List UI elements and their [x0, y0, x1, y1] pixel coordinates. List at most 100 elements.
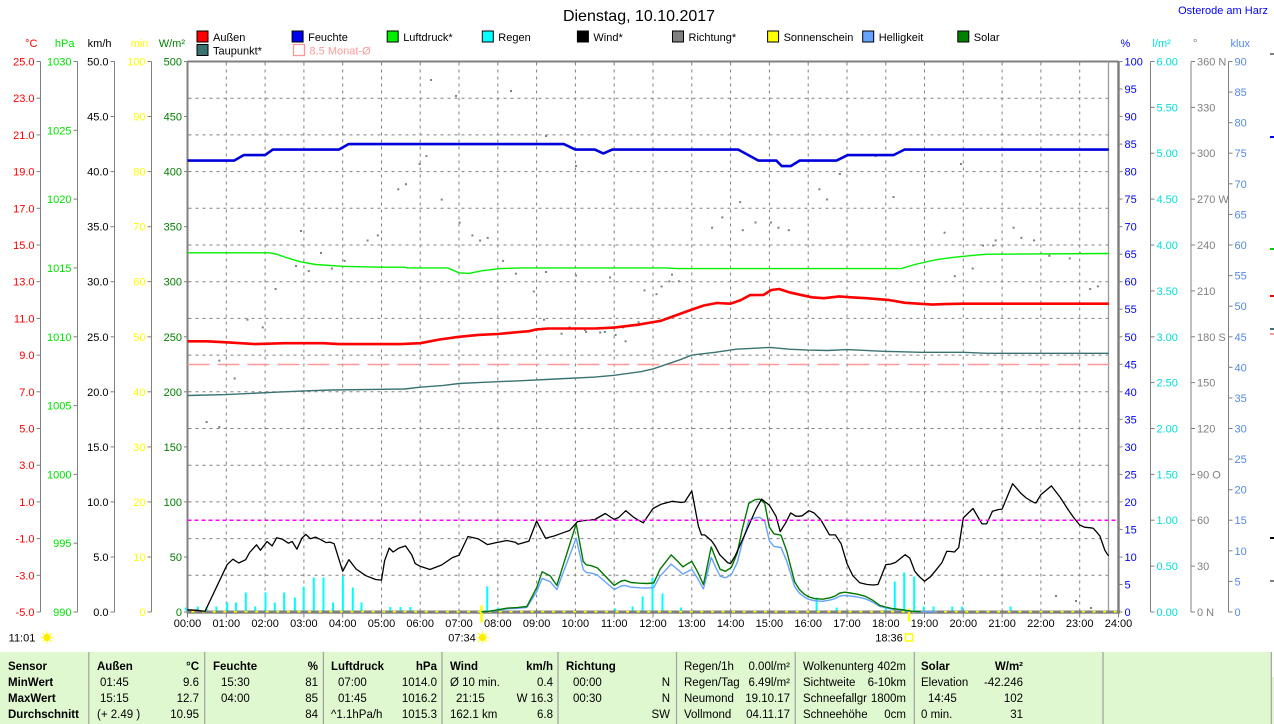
svg-text:1000: 1000 [47, 469, 71, 481]
svg-text:100: 100 [164, 497, 182, 509]
svg-text:60: 60 [1125, 277, 1137, 289]
svg-text:30.0: 30.0 [87, 277, 108, 289]
svg-text:19.10.17: 19.10.17 [745, 693, 790, 705]
svg-text:13.0: 13.0 [13, 277, 34, 289]
svg-text:Sonnenschein: Sonnenschein [784, 32, 854, 44]
svg-text:990: 990 [53, 607, 71, 619]
svg-text:60: 60 [133, 277, 145, 289]
svg-text:5.00: 5.00 [1157, 148, 1178, 160]
svg-text:4.50: 4.50 [1157, 194, 1178, 206]
svg-text:00:00: 00:00 [573, 677, 602, 689]
svg-text:Elevation: Elevation [921, 677, 968, 689]
svg-text:240: 240 [1197, 240, 1215, 252]
svg-text:20: 20 [133, 497, 145, 509]
svg-text:06:00: 06:00 [406, 618, 434, 630]
svg-text:Feuchte: Feuchte [308, 32, 348, 44]
svg-text:W 16.3: W 16.3 [517, 693, 553, 705]
svg-text:12.7: 12.7 [177, 693, 199, 705]
svg-text:25: 25 [1235, 454, 1247, 466]
svg-text:80: 80 [133, 167, 145, 179]
svg-text:80: 80 [1235, 118, 1247, 130]
svg-text:07:00: 07:00 [338, 677, 367, 689]
svg-text:-1.0: -1.0 [16, 534, 35, 546]
svg-text:hPa: hPa [55, 38, 75, 50]
svg-text:MaxWert: MaxWert [8, 693, 56, 705]
svg-text:90 O: 90 O [1197, 469, 1221, 481]
svg-text:12:00: 12:00 [639, 618, 667, 630]
svg-text:45.0: 45.0 [87, 112, 108, 124]
svg-text:25: 25 [1125, 469, 1137, 481]
svg-text:11:00: 11:00 [601, 618, 628, 630]
svg-text:SW: SW [651, 709, 670, 721]
svg-text:180 S: 180 S [1197, 332, 1226, 344]
svg-text:0cm: 0cm [884, 709, 906, 721]
svg-text:400: 400 [164, 167, 182, 179]
svg-text:270 W: 270 W [1197, 194, 1229, 206]
svg-text:1.0: 1.0 [19, 497, 34, 509]
svg-text:35: 35 [1125, 414, 1137, 426]
svg-text:25.0: 25.0 [87, 332, 108, 344]
svg-text:150: 150 [164, 442, 182, 454]
svg-text:Luftdruck*: Luftdruck* [403, 32, 453, 44]
svg-text:10.95: 10.95 [170, 709, 199, 721]
svg-text:1005: 1005 [47, 401, 71, 413]
svg-text:45: 45 [1235, 332, 1247, 344]
svg-text:04.11.17: 04.11.17 [746, 709, 790, 721]
svg-text:75: 75 [1125, 194, 1137, 206]
svg-text:360 N: 360 N [1197, 57, 1226, 69]
svg-text:0: 0 [1125, 607, 1131, 619]
svg-text:50: 50 [1125, 332, 1137, 344]
svg-text:19:00: 19:00 [911, 618, 939, 630]
svg-text:90: 90 [1235, 57, 1247, 69]
svg-text:70: 70 [133, 222, 145, 234]
svg-text:3.00: 3.00 [1157, 332, 1178, 344]
svg-text:85: 85 [305, 693, 318, 705]
svg-text:80: 80 [1125, 167, 1137, 179]
svg-text:Helligkeit: Helligkeit [879, 32, 924, 44]
svg-text:5: 5 [1235, 576, 1241, 588]
svg-text:350: 350 [164, 222, 182, 234]
svg-text:100: 100 [1125, 57, 1143, 69]
svg-text:55: 55 [1235, 271, 1247, 283]
svg-text:Regen: Regen [498, 32, 530, 44]
svg-text:21:15: 21:15 [456, 693, 485, 705]
svg-text:6.00: 6.00 [1157, 57, 1178, 69]
svg-text:85: 85 [1235, 87, 1247, 99]
svg-text:3.50: 3.50 [1157, 286, 1178, 298]
svg-text:0.50: 0.50 [1157, 561, 1178, 573]
svg-text:0 min.: 0 min. [921, 709, 952, 721]
svg-text:4.00: 4.00 [1157, 240, 1178, 252]
svg-text:0.00l/m²: 0.00l/m² [748, 661, 790, 673]
svg-text:04:00: 04:00 [221, 693, 250, 705]
svg-text:°C: °C [25, 38, 37, 50]
svg-text:300: 300 [164, 277, 182, 289]
svg-text:55: 55 [1125, 304, 1137, 316]
svg-text:500: 500 [164, 57, 182, 69]
svg-text:Sichtweite: Sichtweite [803, 677, 855, 689]
svg-text:1014.0: 1014.0 [402, 677, 437, 689]
svg-text:10:00: 10:00 [562, 618, 590, 630]
svg-text:Außen: Außen [213, 32, 245, 44]
svg-text:6.8: 6.8 [537, 709, 553, 721]
svg-text:6.49l/m²: 6.49l/m² [748, 677, 790, 689]
svg-text:^1.1hPa/h: ^1.1hPa/h [331, 709, 382, 721]
svg-text:60: 60 [1235, 240, 1247, 252]
svg-text:Außen: Außen [97, 661, 133, 673]
svg-text:°: ° [1193, 38, 1197, 50]
svg-text:°C: °C [186, 661, 199, 673]
svg-text:150: 150 [1197, 378, 1215, 390]
svg-text:30: 30 [1197, 561, 1209, 573]
svg-text:0 N: 0 N [1197, 607, 1214, 619]
svg-text:18:00: 18:00 [872, 618, 900, 630]
svg-text:16:00: 16:00 [794, 618, 822, 630]
svg-text:90: 90 [133, 112, 145, 124]
svg-text:04:00: 04:00 [329, 618, 357, 630]
svg-text:05:00: 05:00 [368, 618, 396, 630]
svg-text:Wolkenunterg: Wolkenunterg [803, 661, 874, 673]
svg-text:14:00: 14:00 [717, 618, 745, 630]
svg-text:995: 995 [53, 538, 71, 550]
svg-text:20:00: 20:00 [950, 618, 978, 630]
svg-text:1020: 1020 [47, 194, 71, 206]
svg-text:35.0: 35.0 [87, 222, 108, 234]
svg-text:7.0: 7.0 [19, 387, 34, 399]
